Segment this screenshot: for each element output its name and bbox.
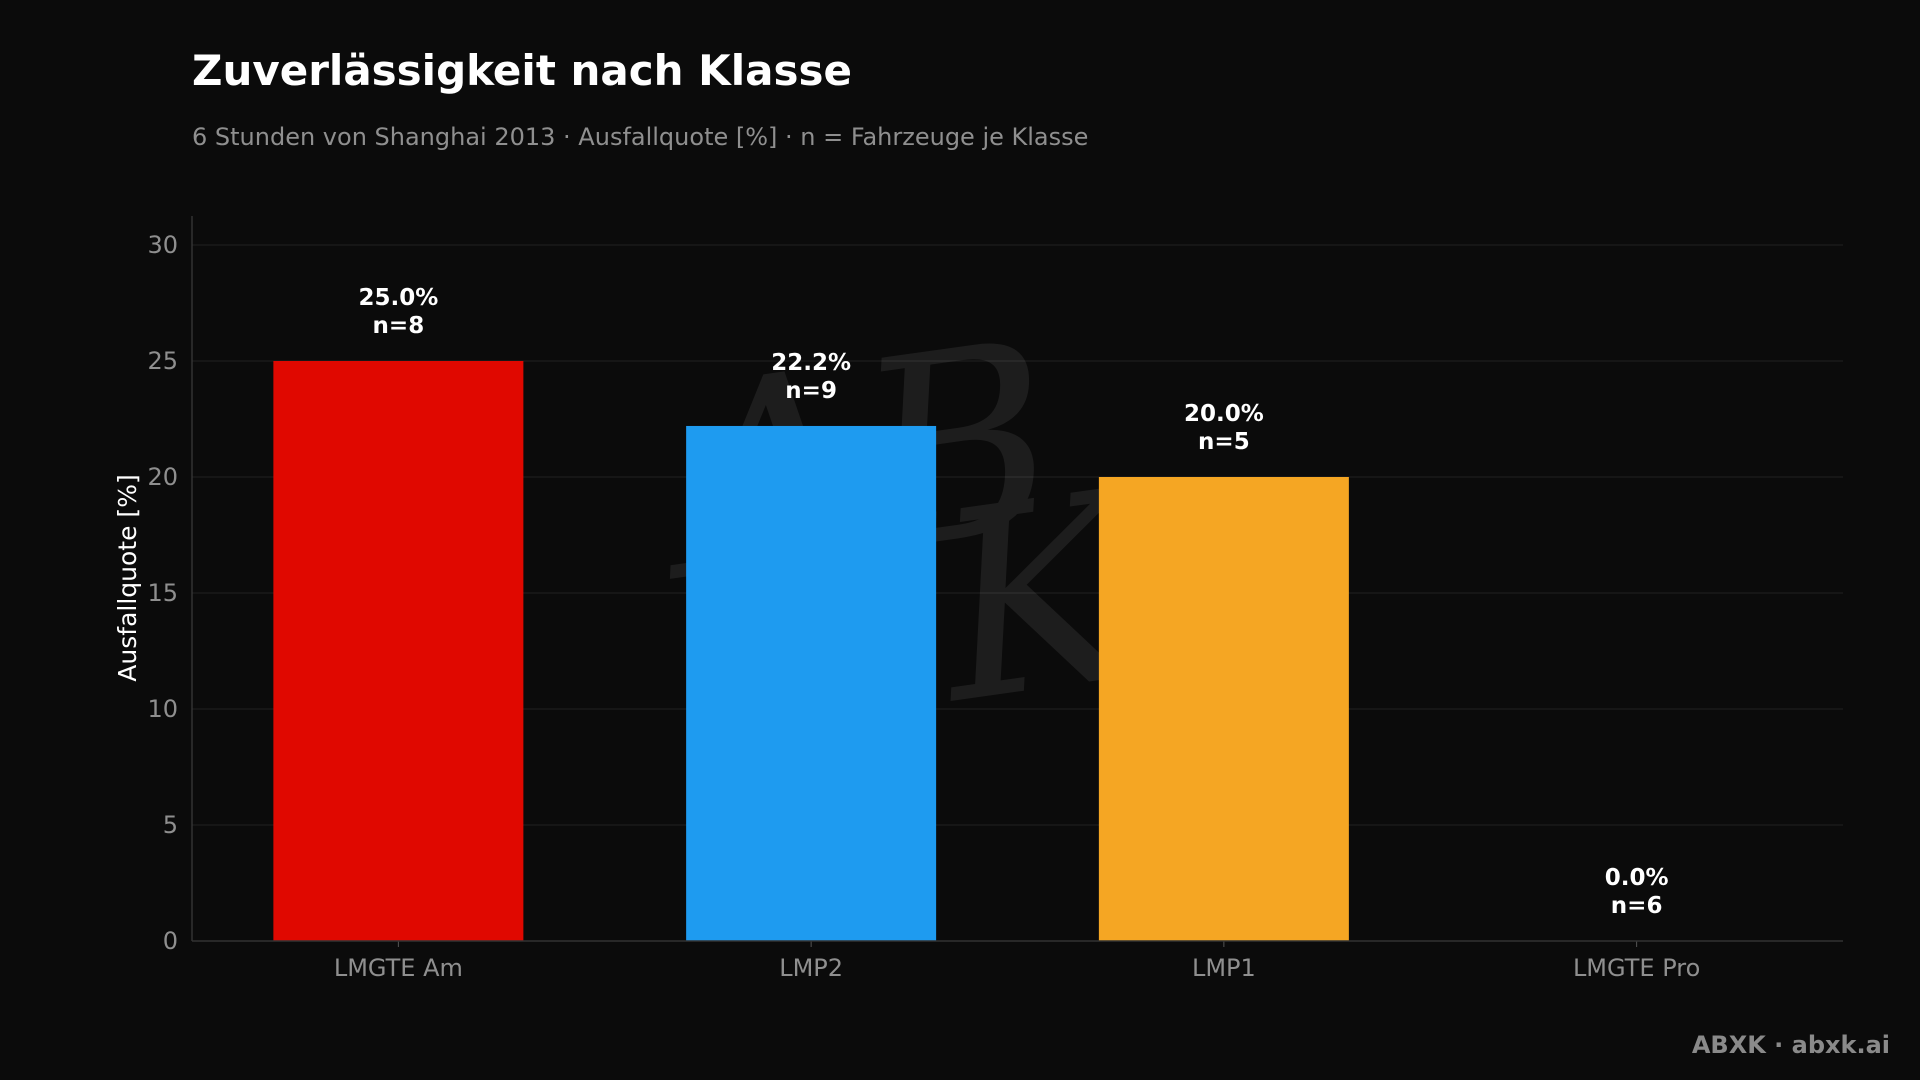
y-tick-label: 5 — [163, 811, 178, 839]
data-label-n: n=8 — [373, 313, 425, 339]
data-label-value: 22.2% — [771, 350, 851, 376]
x-tick-label: LMGTE Am — [334, 954, 463, 982]
y-tick-label: 15 — [147, 579, 178, 607]
y-axis-label: Ausfallquote [%] — [113, 474, 142, 681]
data-label-n: n=5 — [1198, 429, 1250, 455]
y-tick-label: 25 — [147, 347, 178, 375]
chart-title: Zuverlässigkeit nach Klasse — [192, 46, 852, 95]
y-tick-label: 10 — [147, 695, 178, 723]
x-tick-label: LMP1 — [1192, 954, 1256, 982]
y-tick-labels: 0 5 10 15 20 25 30 — [147, 231, 178, 955]
y-tick-label: 0 — [163, 927, 178, 955]
bar-1 — [273, 361, 524, 941]
bar-3 — [1098, 477, 1349, 941]
chart-subtitle: 6 Stunden von Shanghai 2013 · Ausfallquo… — [192, 123, 1088, 151]
bar-2 — [686, 425, 937, 942]
x-tick-label: LMP2 — [779, 954, 843, 982]
y-tick-label: 30 — [147, 231, 178, 259]
x-tick-labels: LMGTE Am LMP2 LMP1 LMGTE Pro — [334, 941, 1700, 982]
data-label-value: 20.0% — [1184, 401, 1264, 427]
data-label-value: 0.0% — [1605, 865, 1669, 891]
x-tick-label: LMGTE Pro — [1573, 954, 1700, 982]
data-label-n: n=6 — [1611, 893, 1663, 919]
data-labels: 25.0%n=8 22.2%n=9 20.0%n=5 0.0%n=6 — [358, 285, 1668, 919]
data-label-value: 25.0% — [358, 285, 438, 311]
bars — [273, 361, 1349, 942]
footer-brand: ABXK · abxk.ai — [1692, 1031, 1890, 1059]
y-tick-label: 20 — [147, 463, 178, 491]
data-label-n: n=9 — [785, 378, 837, 404]
